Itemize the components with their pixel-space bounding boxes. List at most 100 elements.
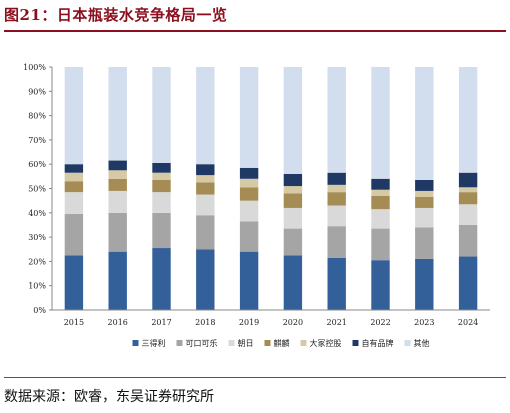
legend-swatch-5 [352, 340, 359, 346]
bar-segment-2018-6 [196, 67, 215, 165]
legend-label-1: 可口可乐 [186, 338, 218, 348]
legend-label-6: 其他 [414, 338, 430, 348]
bar-segment-2015-2 [64, 192, 84, 215]
bar-segment-2023-2 [415, 207, 434, 228]
bar-segment-2023-0 [415, 258, 434, 310]
bar-segment-2019-2 [239, 200, 259, 222]
bar-segment-2019-0 [239, 251, 259, 310]
bar-segment-2023-1 [415, 227, 434, 259]
legend-swatch-1 [176, 340, 183, 346]
bar-segment-2021-3 [327, 192, 346, 206]
bar-segment-2016-0 [108, 251, 127, 310]
bar-segment-2023-5 [415, 179, 434, 191]
bar-segment-2020-3 [283, 193, 303, 208]
bar-segment-2022-6 [371, 67, 390, 179]
y-axis: 0% 10% 20% 30% 40% 50% 60% 70% 80% 90% 100% [23, 63, 53, 315]
x-tick-label: 2016 [108, 318, 128, 327]
bar-segment-2019-4 [239, 178, 259, 188]
bar-segment-2015-4 [64, 172, 84, 182]
bar-segment-2015-0 [64, 255, 84, 310]
bar-segment-2016-6 [108, 67, 127, 161]
x-tick-label: 2021 [327, 318, 347, 327]
bar-segment-2024-4 [458, 187, 478, 193]
source-rule [4, 377, 506, 378]
x-tick-label: 2017 [151, 318, 171, 327]
legend-label-2: 朝日 [238, 339, 254, 348]
legend-label-5: 自有品牌 [362, 338, 394, 348]
bar-segment-2023-3 [415, 197, 434, 208]
bar-segment-2024-3 [458, 192, 478, 205]
bar-segment-2015-5 [64, 164, 84, 173]
bar-segment-2022-3 [371, 195, 390, 210]
legend-swatch-0 [132, 340, 139, 346]
x-tick-label: 2020 [283, 318, 303, 327]
legend-swatch-4 [300, 340, 307, 346]
x-axis: 2015 2016 2017 2018 2019 2020 2021 2022 2023 2024 [52, 309, 490, 327]
bar-segment-2024-1 [458, 224, 478, 257]
legend-swatch-2 [228, 340, 235, 346]
bar-segment-2017-4 [152, 172, 171, 180]
bar-segment-2020-2 [283, 207, 303, 229]
y-tick-label: 10% [28, 282, 46, 291]
legend-label-3: 麒麟 [274, 338, 290, 348]
bar-segment-2020-4 [283, 186, 303, 194]
bars-area [64, 67, 478, 310]
y-tick-label: 50% [28, 185, 46, 194]
bar-segment-2021-6 [327, 67, 346, 173]
bar-segment-2022-5 [371, 178, 390, 190]
bar-segment-2018-0 [196, 249, 215, 310]
y-tick-label: 0% [33, 306, 46, 315]
x-tick-label: 2019 [239, 318, 259, 327]
x-tick-label: 2015 [64, 318, 84, 327]
bar-segment-2017-5 [152, 162, 171, 173]
title-rule [4, 30, 506, 32]
bar-segment-2024-5 [458, 172, 478, 188]
bar-segment-2024-0 [458, 256, 478, 310]
y-tick-label: 20% [28, 257, 46, 266]
bar-segment-2016-2 [108, 190, 127, 213]
source-note: 数据来源：欧睿，东吴证券研究所 [4, 389, 214, 405]
bar-segment-2017-1 [152, 212, 171, 249]
bar-segment-2024-6 [458, 67, 478, 173]
bar-segment-2019-6 [239, 67, 259, 168]
x-tick-label: 2023 [414, 318, 434, 327]
bar-segment-2017-0 [152, 248, 171, 310]
bar-segment-2021-2 [327, 205, 346, 227]
bar-segment-2024-2 [458, 204, 478, 225]
bar-segment-2016-4 [108, 170, 127, 179]
bar-segment-2020-0 [283, 255, 303, 310]
legend-swatch-6 [404, 340, 411, 346]
bar-segment-2017-3 [152, 179, 171, 193]
y-tick-label: 100% [23, 63, 46, 72]
bar-segment-2017-2 [152, 192, 171, 213]
y-tick-label: 30% [28, 233, 46, 242]
legend-label-0: 三得利 [142, 338, 166, 348]
bar-segment-2018-2 [196, 194, 215, 216]
bar-segment-2018-3 [196, 182, 215, 195]
bar-segment-2022-2 [371, 209, 390, 229]
figure-title: 图21：日本瓶装水竞争格局一览 [4, 6, 228, 24]
bar-segment-2020-1 [283, 228, 303, 256]
bar-segment-2022-0 [371, 260, 390, 310]
bar-segment-2019-5 [239, 167, 259, 179]
bar-segment-2020-6 [283, 67, 303, 174]
bar-segment-2020-5 [283, 173, 303, 187]
y-tick-label: 90% [28, 87, 46, 96]
bar-segment-2021-5 [327, 172, 346, 185]
y-tick-label: 40% [28, 209, 46, 218]
bar-segment-2015-6 [64, 67, 84, 165]
bar-segment-2019-1 [239, 221, 259, 252]
x-tick-label: 2022 [370, 318, 390, 327]
bar-segment-2018-1 [196, 215, 215, 250]
bar-segment-2022-4 [371, 189, 390, 196]
legend: 三得利 可口可乐 朝日 麒麟 大冢控股 自有品牌 其他 [132, 338, 430, 348]
y-tick-label: 70% [28, 136, 46, 145]
y-tick-label: 80% [28, 112, 46, 121]
stacked-bar-chart: 0%10%20%30%40%50%60%70%80%90%100% 2015 20… [23, 63, 490, 348]
bar-segment-2015-3 [64, 181, 84, 193]
bar-segment-2016-3 [108, 178, 127, 191]
bar-segment-2023-6 [415, 67, 434, 180]
bar-segment-2018-4 [196, 175, 215, 183]
bar-segment-2022-1 [371, 228, 390, 261]
legend-label-4: 大冢控股 [310, 338, 342, 348]
